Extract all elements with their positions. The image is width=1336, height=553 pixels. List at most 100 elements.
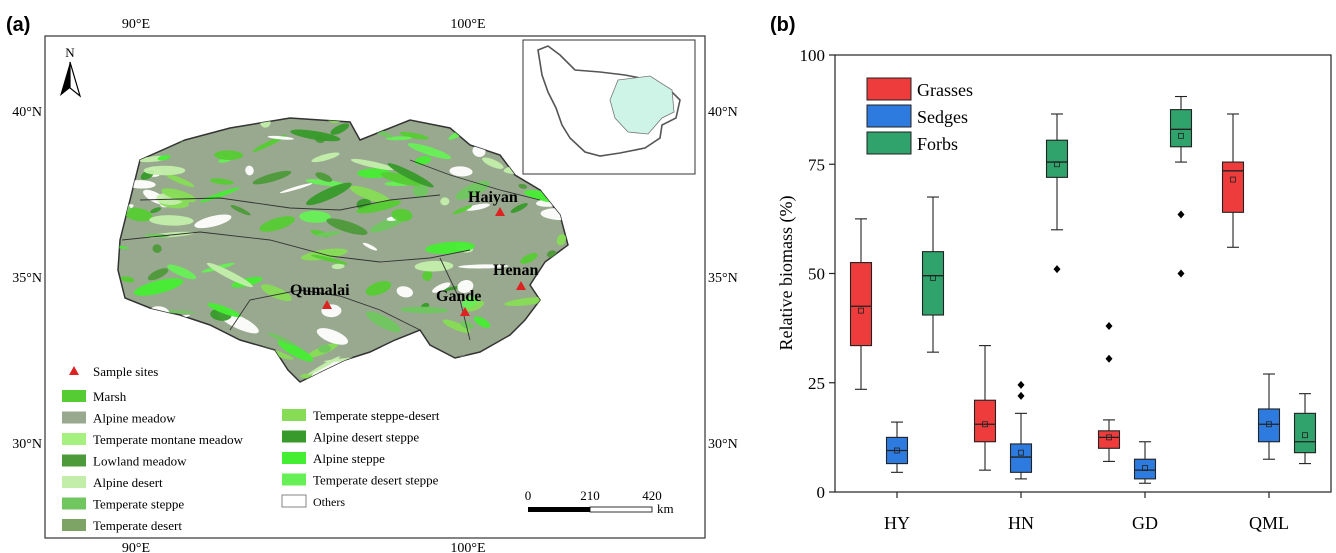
y-tick-label: 50 [808, 265, 825, 284]
panel-a-label: (a) [6, 14, 31, 36]
lat-label-right-40: 40°N [708, 105, 738, 120]
box-sedges-gd [1133, 441, 1157, 484]
legend-item-label: Alpine steppe [313, 451, 385, 466]
panel-b-label: (b) [770, 14, 796, 36]
box-forbs-hn [1045, 113, 1069, 274]
box-grasses-qml [1221, 113, 1245, 248]
x-tick-label: GD [1132, 513, 1158, 533]
legend-swatch [281, 494, 307, 508]
box-sedges-hn [1009, 380, 1033, 480]
box-iqr [973, 399, 997, 443]
legend-item-label: Alpine desert [93, 475, 163, 490]
box-sedges-qml [1257, 373, 1281, 460]
legend-swatch [62, 411, 86, 424]
legend-item-label: Others [313, 495, 345, 509]
box-mean [1178, 132, 1184, 139]
legend-swatch-grasses [866, 77, 912, 101]
lon-label-bottom-90: 90°E [122, 541, 150, 553]
scale-tick-0: 0 [525, 488, 532, 503]
lat-label-right-35: 35°N [708, 271, 738, 286]
boxplot-chart: Relative biomass (%) 0 25 50 75 100 HY HN GD QM… [776, 46, 1332, 533]
box-mean [930, 274, 936, 281]
legend-swatch [62, 390, 86, 402]
box-mean [1142, 465, 1148, 471]
box-mean [894, 447, 900, 454]
outlier-point [1177, 210, 1185, 219]
lon-label-top-100: 100°E [450, 17, 485, 32]
legend-label-grasses: Grasses [917, 80, 973, 100]
box-forbs-gd [1169, 95, 1193, 278]
box-iqr [921, 251, 945, 316]
legend-swatch [62, 433, 86, 445]
y-axis-label: Relative biomass (%) [776, 196, 797, 351]
legend-swatch [282, 452, 306, 464]
site-marker-gande [460, 307, 470, 316]
box-mean [1106, 434, 1112, 441]
legend-swatch [62, 497, 86, 510]
lat-label-right-30: 30°N [708, 437, 738, 452]
legend-item-label: Temperate steppe-desert [313, 408, 440, 423]
legend-label-sedges: Sedges [917, 107, 968, 127]
box-iqr [1009, 443, 1033, 473]
legend-swatch [282, 430, 306, 443]
legend-item-label: Temperate montane meadow [93, 432, 244, 447]
legend-item-label: Alpine desert steppe [313, 430, 419, 445]
box-iqr [1045, 139, 1069, 178]
legend-swatch [62, 476, 86, 488]
x-tick-label: HN [1008, 513, 1034, 533]
legend-swatch-sedges [866, 104, 912, 128]
legend-item-label: Temperate desert steppe [313, 473, 439, 488]
box-mean [858, 307, 864, 314]
box-mean [1054, 161, 1060, 168]
outlier-point [1017, 391, 1025, 400]
outlier-point [1105, 354, 1113, 363]
lon-label-top-90: 90°E [122, 17, 150, 32]
legend-swatch [62, 454, 86, 467]
province-map [117, 117, 569, 383]
box-forbs-hy [921, 196, 945, 353]
legend-item-label: Marsh [93, 389, 127, 404]
y-tick-label: 0 [817, 483, 826, 502]
site-label-qumalai: Qumalai [290, 282, 350, 299]
scale-tick-210: 210 [580, 488, 600, 503]
box-iqr [1257, 408, 1281, 443]
lat-label-left-30: 30°N [12, 437, 42, 452]
inset-map [522, 39, 696, 175]
outlier-point [1017, 380, 1025, 389]
x-tick-label: HY [884, 513, 910, 533]
legend-item-label: Temperate desert [93, 518, 182, 533]
sample-site-icon [69, 366, 79, 375]
box-mean [1302, 432, 1308, 439]
box-iqr [1133, 458, 1157, 480]
box-grasses-hn [973, 345, 997, 471]
box-iqr [849, 262, 873, 347]
outlier-point [1053, 265, 1061, 274]
legend-sample-sites: Sample sites [93, 364, 158, 379]
sample-site-markers [322, 207, 526, 316]
box-grasses-hy [849, 218, 873, 390]
box-iqr [1169, 109, 1193, 148]
svg-text:N: N [65, 45, 75, 60]
site-marker-qumalai [322, 300, 332, 309]
box-sedges-hy [885, 421, 909, 473]
y-tick-label: 25 [808, 374, 825, 393]
legend-swatch-forbs [866, 131, 912, 155]
scale-unit: km [657, 501, 674, 516]
box-mean [1266, 421, 1272, 428]
legend-swatch [62, 519, 86, 531]
legend-label-forbs: Forbs [917, 134, 958, 154]
lat-label-left-35: 35°N [12, 271, 42, 286]
outlier-point [1105, 321, 1113, 330]
outlier-point [1177, 269, 1185, 278]
legend-swatch [282, 409, 306, 421]
y-tick-label: 75 [808, 155, 825, 174]
map-panel: 90°E 100°E 90°E 100°E 40°N 35°N 30°N 40°… [12, 17, 738, 553]
legend-item-label: Lowland meadow [93, 454, 187, 469]
site-label-henan: Henan [493, 262, 538, 279]
y-tick-label: 100 [800, 46, 826, 65]
legend-item-label: Temperate steppe [93, 497, 184, 512]
north-arrow-icon: N [60, 45, 82, 98]
site-marker-haiyan [495, 207, 505, 216]
box-grasses-gd [1097, 321, 1121, 462]
scale-tick-420: 420 [642, 488, 662, 503]
